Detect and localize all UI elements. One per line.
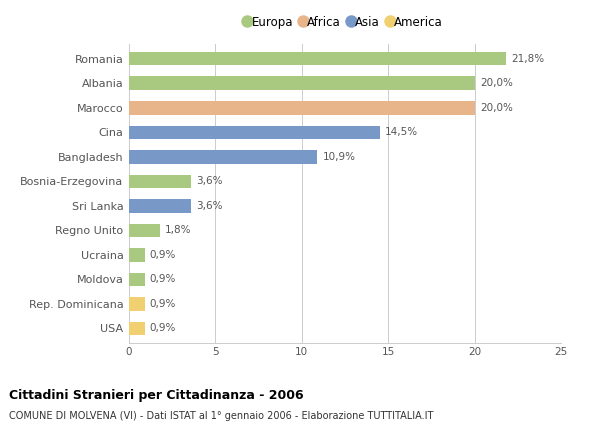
Text: 14,5%: 14,5% — [385, 127, 418, 137]
Bar — [129, 273, 145, 286]
Bar — [129, 52, 506, 66]
Text: 21,8%: 21,8% — [511, 54, 544, 64]
Text: 0,9%: 0,9% — [150, 323, 176, 334]
Text: Cittadini Stranieri per Cittadinanza - 2006: Cittadini Stranieri per Cittadinanza - 2… — [9, 389, 304, 403]
Text: COMUNE DI MOLVENA (VI) - Dati ISTAT al 1° gennaio 2006 - Elaborazione TUTTITALIA: COMUNE DI MOLVENA (VI) - Dati ISTAT al 1… — [9, 411, 433, 422]
Bar — [129, 322, 145, 335]
Text: 0,9%: 0,9% — [150, 299, 176, 309]
Text: 3,6%: 3,6% — [196, 201, 223, 211]
Bar — [129, 224, 160, 237]
Text: 3,6%: 3,6% — [196, 176, 223, 186]
Bar — [129, 125, 380, 139]
Bar — [129, 297, 145, 311]
Bar — [129, 101, 475, 114]
Text: 0,9%: 0,9% — [150, 275, 176, 284]
Bar — [129, 77, 475, 90]
Bar — [129, 150, 317, 164]
Bar — [129, 175, 191, 188]
Legend: Europa, Africa, Asia, America: Europa, Africa, Asia, America — [244, 12, 446, 32]
Text: 20,0%: 20,0% — [480, 103, 512, 113]
Text: 10,9%: 10,9% — [323, 152, 356, 162]
Text: 0,9%: 0,9% — [150, 250, 176, 260]
Text: 20,0%: 20,0% — [480, 78, 512, 88]
Bar — [129, 248, 145, 262]
Bar — [129, 199, 191, 213]
Text: 1,8%: 1,8% — [165, 225, 192, 235]
